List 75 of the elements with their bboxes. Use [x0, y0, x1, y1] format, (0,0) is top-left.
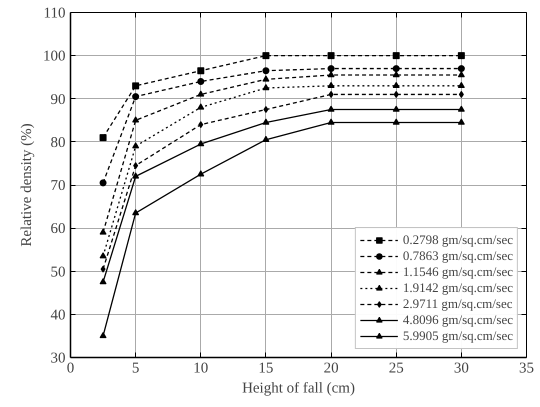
point: [198, 121, 204, 128]
y-tick-label: 30: [50, 350, 66, 366]
point: [458, 71, 465, 78]
x-tick-label: 30: [454, 360, 469, 376]
point: [100, 134, 107, 142]
y-tick-label: 70: [50, 178, 66, 194]
point: [392, 82, 400, 88]
point: [458, 90, 464, 98]
point: [328, 118, 335, 125]
point: [263, 106, 268, 114]
point: [262, 84, 270, 90]
y-tick-label: 50: [50, 264, 66, 280]
point: [262, 75, 270, 82]
legend-label: 0.2798 gm/sq.cm/sec: [402, 232, 513, 248]
point: [197, 90, 204, 97]
point: [197, 103, 204, 110]
y-tick-label: 60: [50, 221, 66, 238]
point: [100, 228, 107, 235]
point: [394, 90, 399, 98]
x-tick-label: 5: [132, 360, 140, 376]
point: [392, 65, 400, 72]
point: [100, 278, 107, 284]
point: [328, 82, 335, 88]
y-tick-label: 40: [50, 307, 66, 324]
legend-label: 5.9905 gm/sq.cm/sec: [402, 328, 513, 344]
point: [392, 118, 400, 125]
x-tick-label: 20: [324, 360, 339, 376]
point: [132, 93, 140, 100]
point: [100, 252, 107, 258]
x-tick-label: 25: [388, 360, 404, 376]
point: [328, 106, 335, 112]
point: [262, 118, 270, 125]
point: [132, 116, 140, 123]
point: [100, 266, 106, 273]
point: [458, 65, 465, 72]
point: [197, 67, 204, 74]
point: [262, 136, 270, 142]
point: [328, 90, 334, 98]
y-tick-label: 90: [50, 92, 66, 108]
y-tick-label: 80: [50, 134, 66, 151]
point: [100, 332, 107, 338]
point: [392, 71, 400, 78]
point: [132, 172, 140, 179]
point: [458, 52, 465, 60]
point: [132, 142, 140, 148]
point: [133, 162, 138, 170]
x-tick-label: 10: [193, 360, 208, 376]
point: [197, 170, 204, 176]
point: [262, 67, 270, 74]
legend-label: 1.1546 gm/sq.cm/sec: [402, 264, 513, 280]
point: [197, 78, 204, 85]
point: [197, 140, 204, 146]
point: [132, 209, 140, 216]
point: [328, 65, 335, 72]
legend-label: 4.8096 gm/sq.cm/sec: [402, 312, 513, 328]
point: [132, 82, 140, 90]
point: [392, 52, 400, 60]
x-tick-label: 15: [258, 360, 274, 376]
point: [458, 106, 465, 112]
legend-label: 1.9142 gm/sq.cm/sec: [402, 280, 513, 296]
point: [262, 52, 270, 60]
legend-label: 0.7863 gm/sq.cm/sec: [402, 248, 513, 264]
y-axis-title: Relative density (%): [19, 123, 35, 247]
x-axis-title: Height of fall (cm): [242, 380, 355, 396]
point: [100, 179, 107, 186]
point: [328, 71, 335, 78]
x-tick-label: 0: [66, 360, 74, 376]
y-tick-label: 100: [43, 48, 66, 65]
point: [392, 106, 400, 112]
legend-label: 2.9711 gm/sq.cm/sec: [402, 296, 513, 312]
point: [458, 82, 465, 88]
y-tick-label: 110: [44, 6, 66, 22]
point: [328, 52, 335, 60]
point: [458, 118, 465, 125]
x-tick-label: 35: [519, 360, 534, 376]
